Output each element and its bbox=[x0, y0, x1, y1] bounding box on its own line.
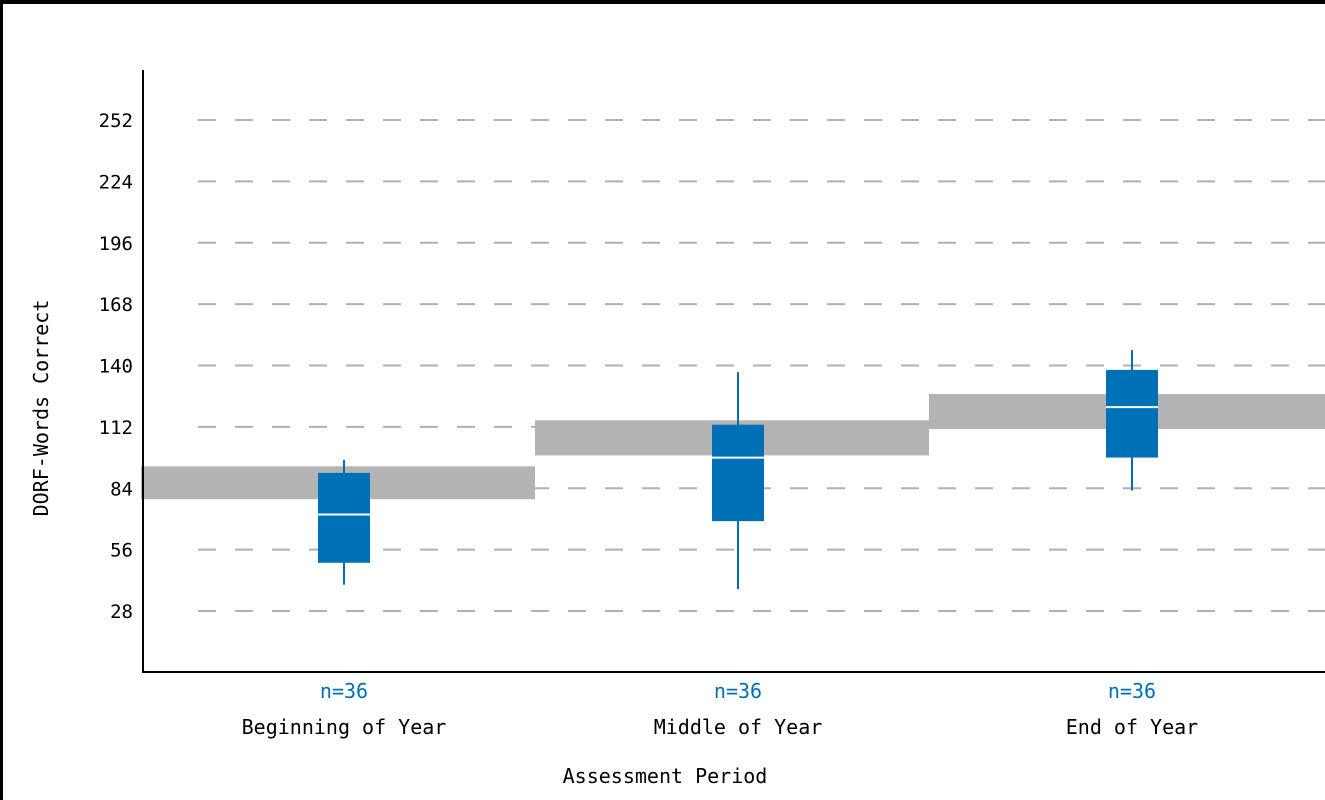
count-label: n=36 bbox=[1108, 679, 1156, 703]
y-axis-title: DORF-Words Correct bbox=[29, 300, 53, 517]
y-tick-label: 140 bbox=[99, 356, 133, 378]
category-label: Beginning of Year bbox=[242, 715, 447, 739]
box-plots bbox=[318, 350, 1158, 590]
y-tick-label: 196 bbox=[99, 233, 133, 255]
x-category-labels: n=36 Beginning of Year n=36 Middle of Year n… bbox=[242, 679, 1199, 739]
box bbox=[1106, 369, 1158, 458]
y-tick-label: 224 bbox=[99, 171, 133, 193]
y-tick-label: 28 bbox=[110, 601, 133, 623]
count-label: n=36 bbox=[320, 679, 368, 703]
box bbox=[318, 472, 370, 563]
y-tick-label: 112 bbox=[99, 417, 133, 439]
category-label: End of Year bbox=[1066, 715, 1198, 739]
category-label: Middle of Year bbox=[654, 715, 823, 739]
box bbox=[712, 424, 764, 522]
y-tick-label: 84 bbox=[110, 478, 133, 500]
y-tick-labels: 28 56 84 112 140 168 196 224 252 bbox=[99, 110, 133, 623]
y-tick-label: 168 bbox=[99, 294, 133, 316]
x-axis-title: Assessment Period bbox=[563, 764, 768, 788]
count-label: n=36 bbox=[714, 679, 762, 703]
y-tick-label: 252 bbox=[99, 110, 133, 132]
y-tick-label: 56 bbox=[110, 540, 133, 562]
axes bbox=[142, 70, 1325, 673]
